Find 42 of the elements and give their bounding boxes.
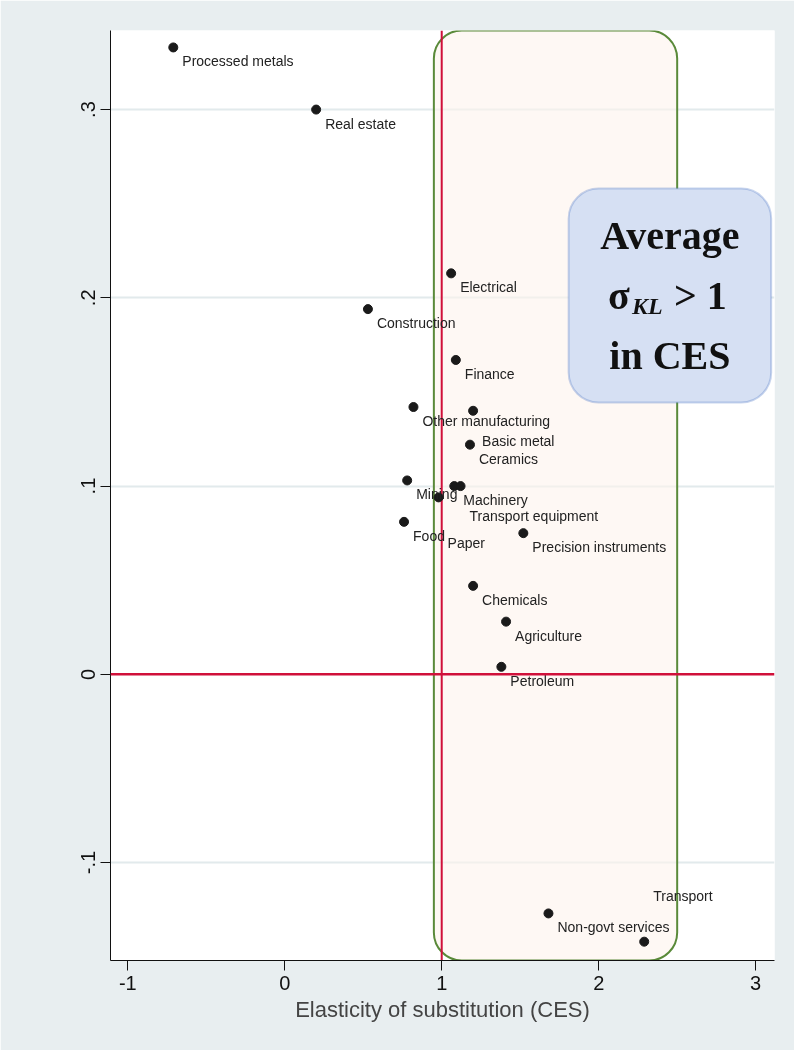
- point: [399, 516, 410, 527]
- annotation: Chemicals: [482, 591, 548, 608]
- x-tick-label: 2: [593, 971, 605, 994]
- point: [362, 304, 373, 315]
- x-axis-title: Elasticity of substitution (CES): [295, 996, 590, 1022]
- annotation: Precision instruments: [532, 539, 667, 556]
- point: [408, 402, 419, 413]
- annotation: Machinery: [463, 492, 528, 509]
- point: [496, 661, 507, 672]
- annotation: Petroleum: [510, 672, 575, 689]
- point: [501, 616, 512, 627]
- annotation: Average σKL > 1 in CES: [600, 213, 740, 378]
- annotation: Processed metals: [182, 53, 294, 70]
- y-tick-label: .2: [77, 289, 100, 307]
- x-tick-label: 0: [279, 971, 291, 994]
- y-tick-label: 0: [77, 668, 100, 680]
- point: [402, 475, 413, 486]
- annotation: Ceramics: [478, 450, 539, 467]
- x-tick-label: 3: [750, 971, 762, 994]
- annotation: Real estate: [325, 115, 397, 132]
- point: [311, 104, 322, 115]
- y-tick-label: -.1: [77, 850, 100, 875]
- point: [639, 936, 650, 947]
- point: [468, 405, 479, 416]
- annotation: Finance: [464, 365, 515, 382]
- point: [543, 908, 554, 919]
- annotation: Non-govt services: [557, 919, 670, 936]
- point: [168, 42, 179, 53]
- x-tick-label: -1: [118, 971, 137, 994]
- annotation: Transport equipment: [469, 508, 599, 525]
- y-tick-label: .1: [77, 477, 100, 495]
- annotation: Basic metal: [482, 432, 555, 449]
- annotation: Electrical: [460, 279, 517, 296]
- point: [468, 580, 479, 591]
- point: [464, 439, 475, 450]
- x-tick-label: 1: [436, 971, 448, 994]
- point: [518, 528, 529, 539]
- annotation: Paper: [447, 535, 486, 552]
- annotation: Agriculture: [515, 627, 583, 644]
- y-tick-label: .3: [77, 101, 100, 118]
- point: [446, 268, 457, 279]
- point: [450, 354, 461, 365]
